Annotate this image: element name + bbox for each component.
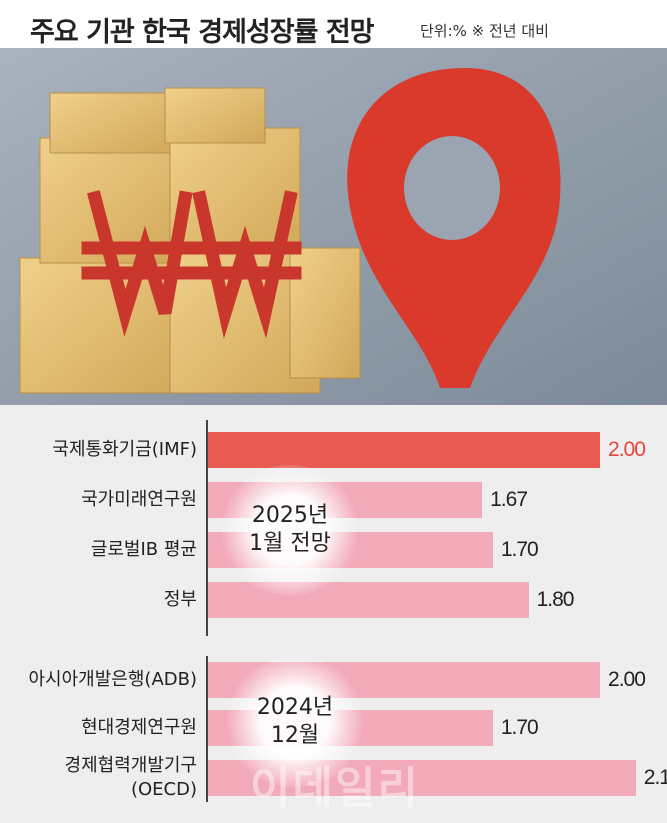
- category-label: 현대경제연구원: [81, 717, 197, 738]
- value-label: 1.70: [500, 716, 539, 739]
- value-label: 1.67: [490, 488, 528, 511]
- annotation-glow: [215, 465, 365, 595]
- title: 주요 기관 한국 경제성장률 전망: [30, 17, 375, 48]
- annotation: 2024년 12월: [256, 695, 334, 748]
- category-label: 정부: [163, 589, 197, 610]
- category-label: 국가미래연구원: [81, 489, 197, 510]
- bar: [207, 432, 601, 468]
- value-label: 2.10: [643, 766, 667, 789]
- value-label: 1.80: [536, 588, 575, 611]
- photo: [0, 48, 667, 405]
- axis-line: [206, 656, 208, 802]
- unit-note: 단위:% ※ 전년 대비: [420, 22, 549, 40]
- annotation: 2025년 1월 전망: [249, 503, 331, 556]
- category-label: 경제협력개발기구 (OECD): [64, 755, 197, 800]
- value-label: 2.00: [608, 668, 646, 691]
- annotation-glow: [220, 657, 370, 787]
- value-label: 2.00: [608, 438, 646, 461]
- category-label: 아시아개발은행(ADB): [28, 669, 198, 690]
- category-label: 글로벌IB 평균: [90, 539, 197, 560]
- axis-line: [206, 420, 208, 636]
- category-label: 국제통화기금(IMF): [52, 439, 197, 460]
- watermark: 이데일리: [250, 763, 420, 814]
- value-label: 1.70: [500, 538, 539, 561]
